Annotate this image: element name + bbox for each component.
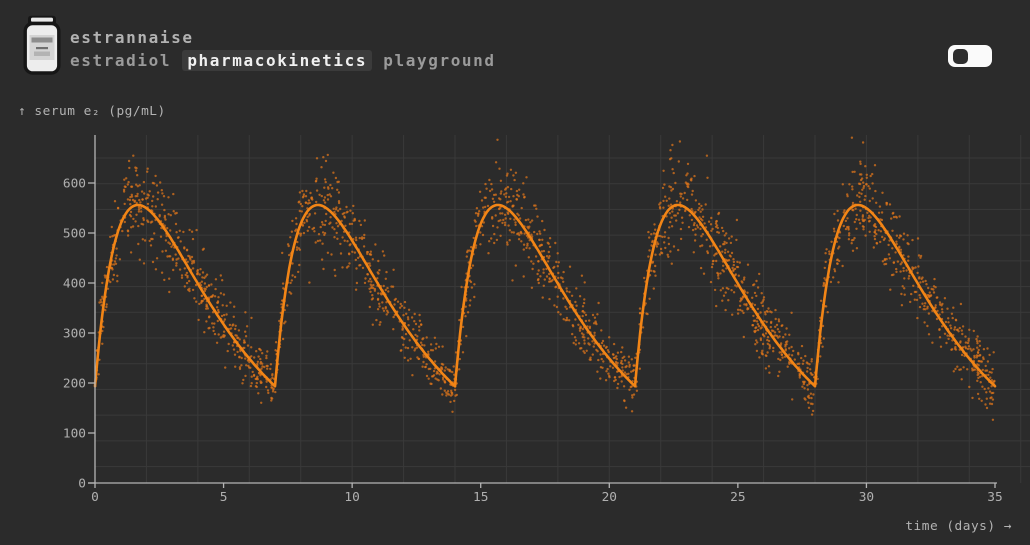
app-title: estrannaise	[70, 28, 194, 47]
theme-toggle-knob[interactable]	[953, 48, 968, 64]
y-tick-label: 300	[63, 327, 86, 342]
subtitle-post: playground	[372, 51, 496, 70]
jar-label-fineprint	[34, 51, 50, 56]
pk-curve	[93, 203, 997, 388]
title-block: estrannaise estradiol pharmacokinetics p…	[70, 27, 496, 71]
y-tick-label: 400	[63, 277, 86, 292]
axes	[88, 135, 997, 488]
jar-label-text	[36, 47, 48, 50]
x-tick-label: 15	[473, 490, 488, 505]
theme-toggle[interactable]	[948, 45, 992, 67]
subtitle-highlight: pharmacokinetics	[182, 50, 373, 71]
x-tick-label: 20	[602, 490, 617, 505]
y-tick-label: 0	[78, 477, 86, 492]
scatter-points	[94, 136, 996, 421]
y-tick-label: 500	[63, 227, 86, 242]
x-tick-label: 10	[344, 490, 359, 505]
jar-logo-icon	[23, 15, 61, 75]
chart-grid	[95, 135, 1030, 483]
subtitle-pre: estradiol	[70, 51, 183, 70]
jar-lid-highlight	[31, 17, 53, 22]
x-tick-label: 5	[220, 490, 228, 505]
y-tick-label: 200	[63, 377, 86, 392]
x-tick-label: 30	[859, 490, 874, 505]
y-tick-label: 100	[63, 427, 86, 442]
header: estrannaise estradiol pharmacokinetics p…	[0, 0, 1030, 90]
x-tick-label: 25	[730, 490, 745, 505]
x-axis-title: time (days) →	[905, 519, 1012, 534]
x-tick-label: 0	[91, 490, 99, 505]
app-subtitle: estradiol pharmacokinetics playground	[70, 50, 496, 71]
jar-label-title	[31, 37, 53, 43]
tick-labels: 0 100 200 300 400 500 600 0 5 10 15 20 25 30 35	[63, 177, 1003, 506]
y-tick-label: 600	[63, 177, 86, 192]
x-tick-label: 35	[987, 490, 1002, 505]
y-axis-title: ↑ serum e₂ (pg/mL)	[18, 104, 166, 119]
